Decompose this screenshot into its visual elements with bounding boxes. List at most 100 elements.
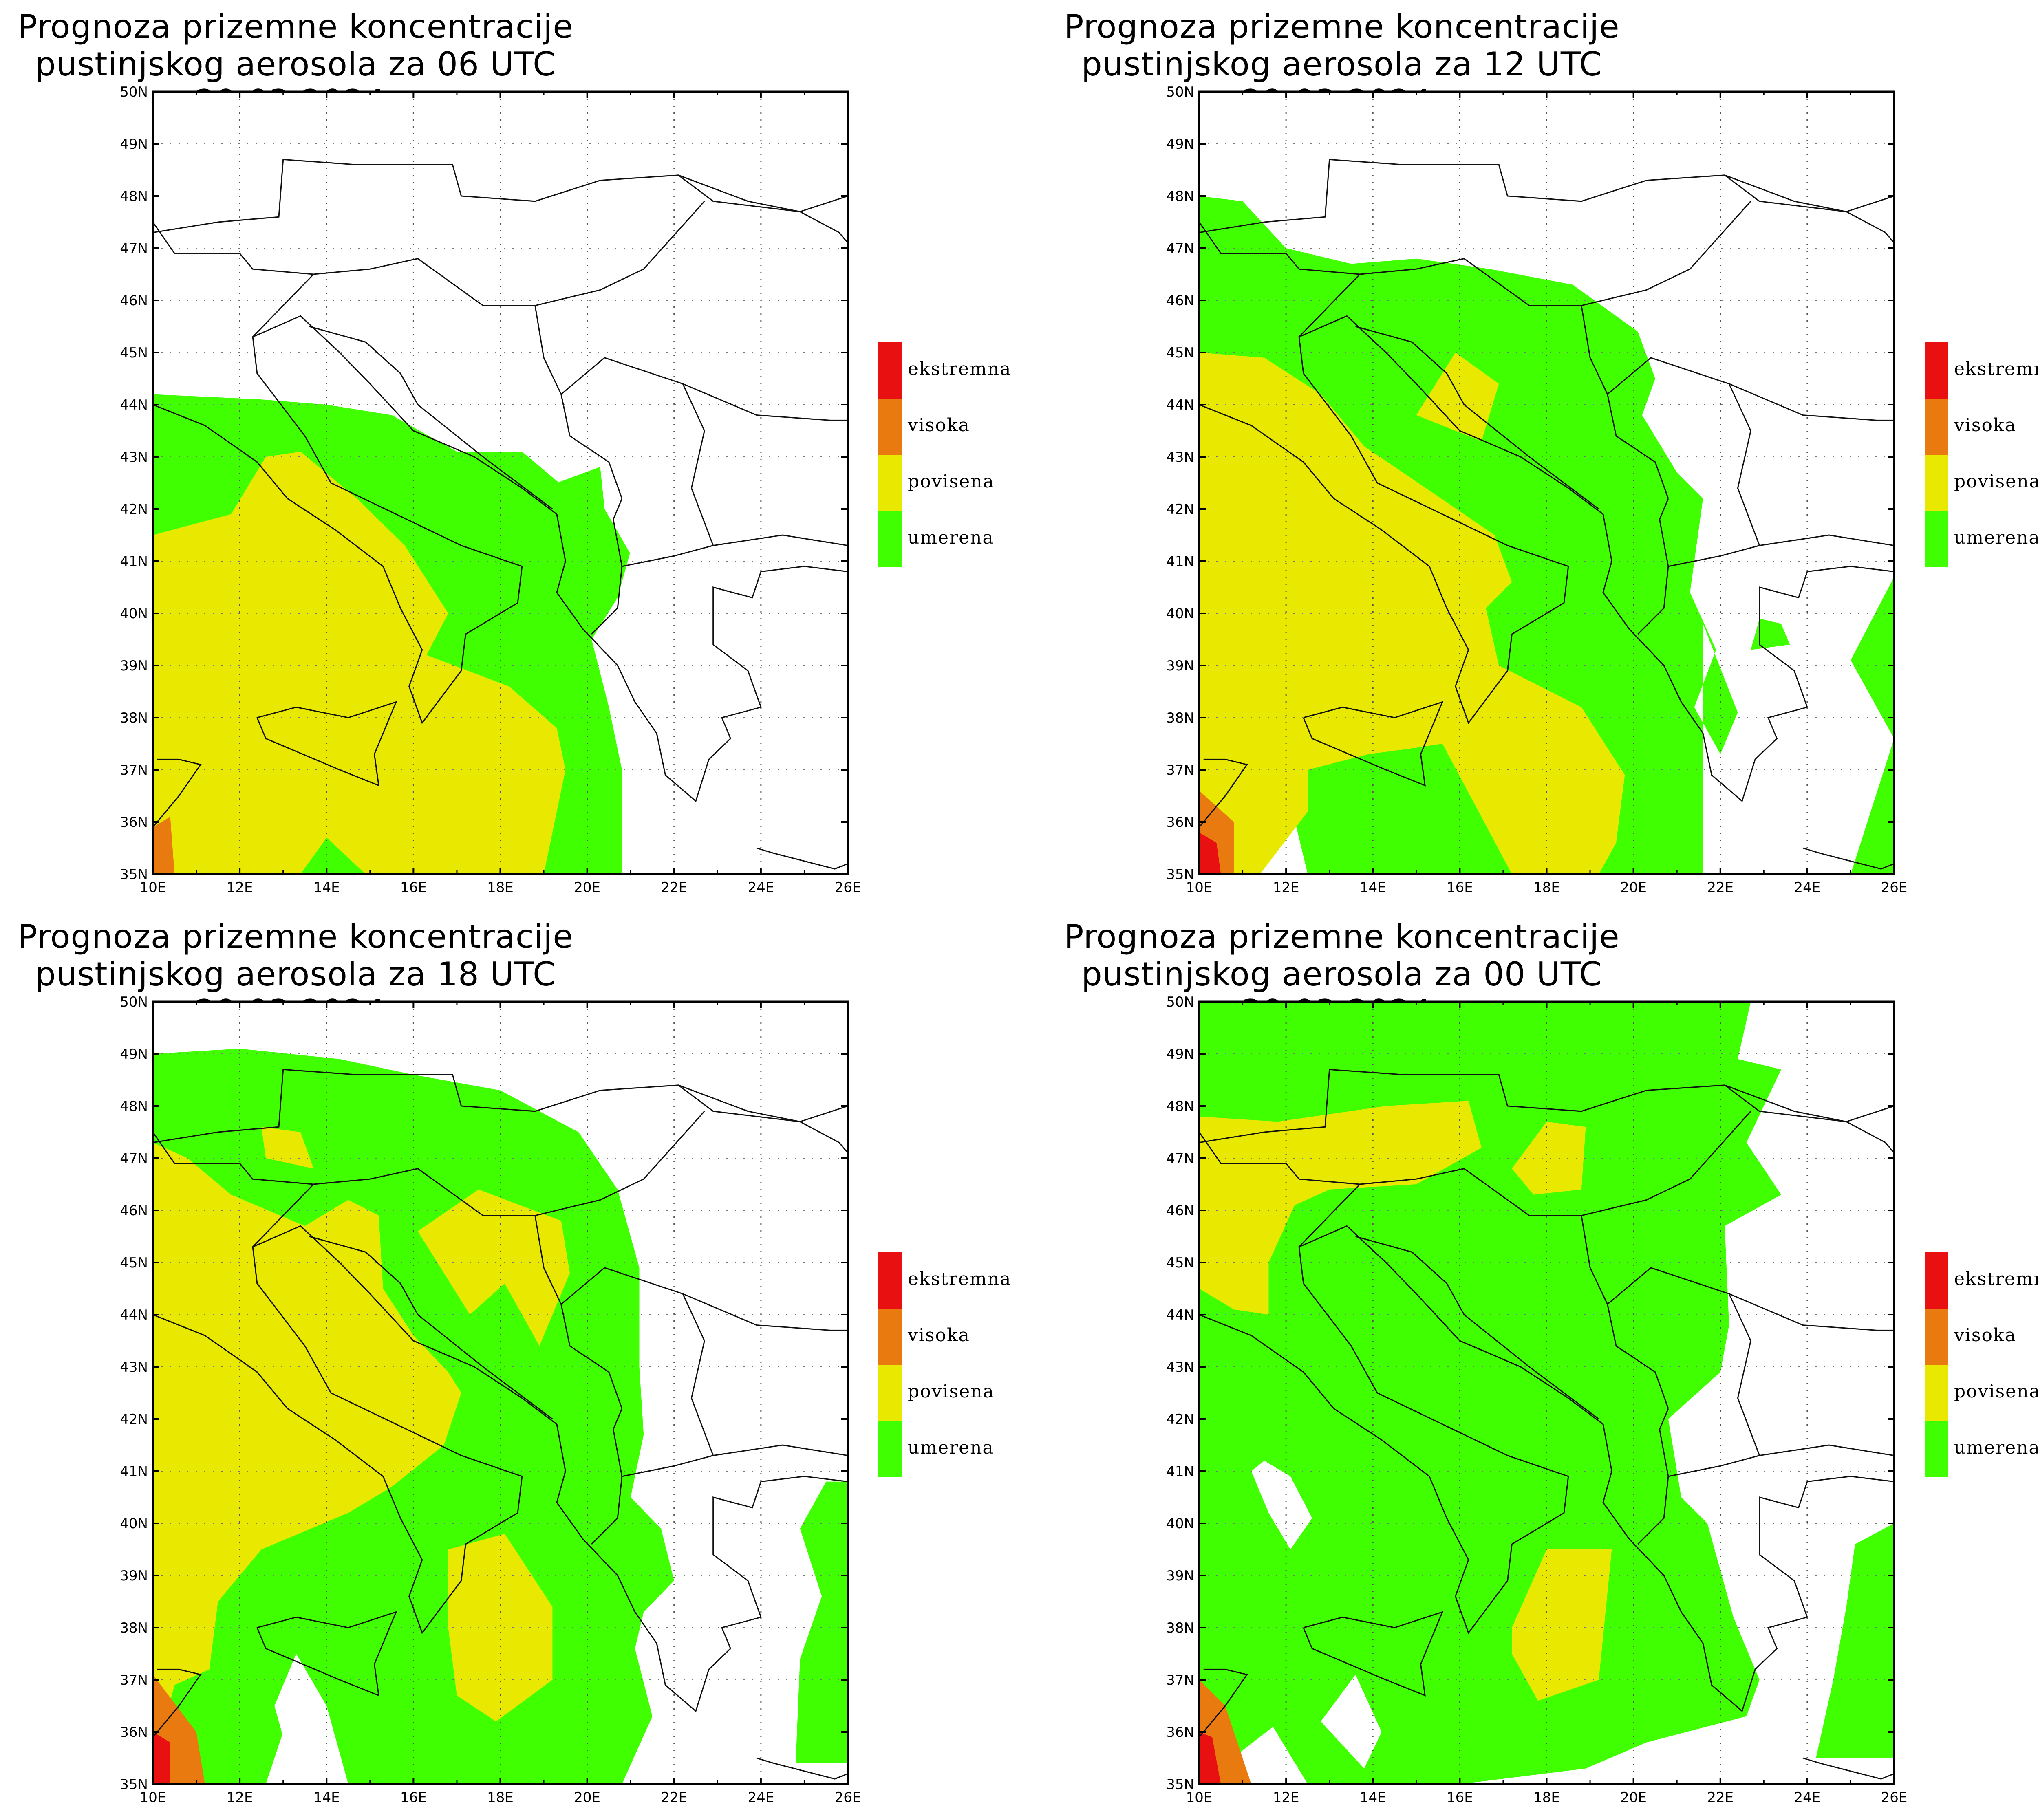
coastline-border — [1303, 701, 1444, 787]
lat-tick-label: 46N — [1166, 293, 1194, 309]
lat-tick-label: 44N — [1166, 397, 1194, 413]
lat-tick-label: 38N — [120, 1620, 148, 1636]
forecast-panel-06utc: Prognoza prizemne koncentracije pustinjs… — [0, 0, 1046, 910]
coastline-border — [1802, 847, 1894, 870]
lat-tick-label: 43N — [120, 1359, 148, 1375]
coastline-border — [153, 1069, 848, 1144]
lon-tick-label: 24E — [748, 1789, 774, 1806]
panel-title-line1: Prognoza prizemne koncentracije — [1064, 918, 1620, 956]
legend-label: visoka — [908, 1325, 970, 1346]
lat-tick-label: 47N — [120, 1150, 148, 1167]
lat-tick-label: 35N — [1166, 866, 1194, 883]
lat-tick-label: 36N — [120, 814, 148, 831]
legend-label: povisena — [908, 1381, 995, 1402]
coastline-border — [1759, 1444, 1894, 1456]
aerosol-zone-povisena — [261, 1127, 314, 1169]
aerosol-zone-povisena — [1512, 1549, 1612, 1701]
lat-tick-label: 39N — [120, 658, 148, 674]
coastline-border — [153, 1132, 314, 1185]
lon-tick-label: 14E — [313, 879, 340, 896]
lat-tick-label: 50N — [120, 84, 148, 100]
lat-tick-label: 37N — [1166, 762, 1194, 778]
lat-tick-label: 38N — [1166, 710, 1194, 726]
coastline-border — [678, 1084, 848, 1154]
lon-tick-label: 18E — [487, 879, 514, 896]
aerosol-zone-umerena — [1751, 618, 1790, 650]
lon-tick-label: 16E — [1447, 1789, 1473, 1806]
lon-tick-label: 14E — [313, 1789, 340, 1806]
coastline-border — [256, 701, 397, 787]
legend-label: ekstremna — [1954, 359, 2038, 379]
lat-tick-label: 46N — [120, 1203, 148, 1219]
lon-tick-label: 24E — [1794, 879, 1821, 896]
legend-label: visoka — [1954, 1325, 2016, 1346]
forecast-panel-18utc: Prognoza prizemne koncentracije pustinjs… — [0, 910, 1046, 1820]
coastline-border — [1581, 1111, 1751, 1216]
coastline-border — [1581, 201, 1751, 306]
lon-tick-label: 26E — [1881, 879, 1908, 896]
lat-tick-label: 41N — [120, 553, 148, 570]
coastline-border — [1199, 1225, 1894, 1712]
legend-swatch — [878, 455, 902, 511]
coastline-border — [1299, 258, 1669, 499]
lon-tick-label: 14E — [1360, 879, 1386, 896]
coastline-border — [756, 847, 848, 870]
lon-tick-label: 10E — [1186, 1789, 1213, 1806]
lon-tick-label: 20E — [574, 879, 600, 896]
coastline-border — [1637, 1476, 1669, 1545]
coastline-border — [678, 174, 848, 244]
clear-zone — [274, 1654, 348, 1784]
legend-swatch — [1925, 455, 1948, 511]
forecast-map: 50N 49N 48N 47N 46N 45N 44N 43N 42N 41N 40N 39N 38N 3… — [120, 994, 861, 1806]
lat-tick-label: 36N — [120, 1724, 148, 1741]
legend-label: visoka — [1954, 415, 2016, 436]
coastline-border — [256, 1611, 397, 1697]
legend-swatch — [1925, 1365, 1948, 1421]
coastline-border — [1607, 1267, 1760, 1477]
lat-tick-label: 49N — [1166, 1046, 1194, 1062]
lat-tick-label: 50N — [1166, 84, 1194, 100]
lat-tick-label: 45N — [1166, 345, 1194, 361]
lat-tick-label: 36N — [1166, 1724, 1194, 1741]
aerosol-zone-ekstremna — [1199, 832, 1221, 874]
lon-tick-label: 10E — [140, 1789, 166, 1806]
legend-label: umerena — [1954, 1437, 2038, 1458]
coastline-border — [252, 1168, 623, 1409]
coastline-border — [1199, 315, 1894, 802]
lon-tick-label: 18E — [1533, 879, 1560, 896]
aerosol-zone-povisena — [1512, 1122, 1586, 1195]
coastline-border — [1729, 383, 1894, 421]
aerosol-zone-ekstremna — [1199, 1732, 1221, 1784]
panel-title-line2: pustinjskog aerosola za 12 UTC 29.03.202… — [1081, 45, 1602, 121]
aerosol-fields — [1199, 1002, 1894, 1784]
lat-tick-label: 40N — [1166, 606, 1194, 622]
coastline-border — [535, 201, 705, 306]
legend-swatch — [878, 1421, 902, 1477]
aerosol-zone-povisena — [1199, 353, 1625, 874]
legend-label: umerena — [908, 1437, 994, 1458]
forecast-panel-12utc: Prognoza prizemne koncentracije pustinjs… — [1046, 0, 2038, 910]
coastline-border — [1199, 222, 1360, 275]
coastline-border — [1199, 758, 1248, 828]
lat-tick-label: 42N — [1166, 501, 1194, 518]
coastline-border — [1199, 159, 1894, 234]
coastline-border — [591, 1476, 623, 1545]
panel-title-line1: Prognoza prizemne koncentracije — [18, 918, 573, 956]
lat-tick-label: 35N — [120, 866, 148, 883]
aerosol-zone-povisena — [153, 1142, 461, 1763]
forecast-panel-00utc: Prognoza prizemne koncentracije pustinjs… — [1046, 910, 2038, 1820]
lat-tick-label: 49N — [120, 136, 148, 152]
legend-label: ekstremna — [1954, 1269, 2038, 1289]
coastline-border — [1729, 1293, 1894, 1331]
lat-tick-label: 39N — [1166, 658, 1194, 674]
aerosol-zone-povisena — [418, 1189, 570, 1346]
aerosol-fields — [153, 1002, 848, 1784]
lat-tick-label: 43N — [1166, 1359, 1194, 1375]
lat-tick-label: 45N — [120, 1255, 148, 1271]
coastline-border — [153, 222, 314, 275]
lon-tick-label: 20E — [574, 1789, 600, 1806]
lon-tick-label: 20E — [1620, 879, 1647, 896]
lat-tick-label: 37N — [1166, 1672, 1194, 1688]
lat-tick-label: 47N — [1166, 240, 1194, 257]
lat-tick-label: 44N — [1166, 1307, 1194, 1323]
